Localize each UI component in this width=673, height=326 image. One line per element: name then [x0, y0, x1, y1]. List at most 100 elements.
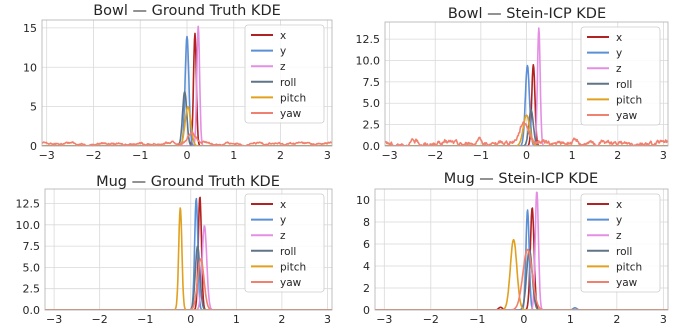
series-line-roll — [42, 90, 332, 146]
panel-title: Bowl — Ground Truth KDE — [93, 3, 281, 19]
y-tick-label: 2 — [363, 282, 370, 295]
y-tick-label: 8 — [363, 216, 370, 229]
series-line-pitch — [42, 105, 332, 146]
legend-box — [244, 193, 325, 293]
series-line-yaw — [42, 131, 332, 146]
x-tick-label: −1 — [132, 149, 148, 162]
legend-label-y: y — [616, 215, 622, 227]
x-tick-label: 3 — [324, 149, 331, 162]
y-tick-label: 12.5 — [356, 33, 381, 46]
x-tick-label: 2 — [278, 313, 285, 326]
x-tick-label: 0 — [184, 149, 191, 162]
plot-frame — [41, 19, 333, 147]
panel-1: −3 −2 −1 0 1 2 3 0 5 10 15 Bowl — Ground Truth KDE x… — [23, 3, 333, 162]
plot-frame — [374, 188, 669, 311]
x-tick-label: −1 — [137, 313, 153, 326]
series-line-roll — [385, 109, 668, 146]
y-tick-label: 10 — [356, 194, 370, 207]
x-tick-label: 2 — [613, 313, 620, 326]
x-tick-label: 3 — [660, 149, 667, 162]
x-tick-label: 0 — [523, 149, 530, 162]
series-line-pitch — [375, 238, 668, 310]
series-line-yaw — [375, 248, 668, 310]
x-tick-label: 0 — [520, 313, 527, 326]
series-line-pitch — [385, 114, 668, 146]
x-tick-label: 0 — [187, 313, 194, 326]
y-tick-label: 15 — [23, 22, 37, 35]
legend: xyz roll pitch yaw — [580, 26, 661, 126]
legend-label-x: x — [616, 199, 622, 211]
y-tick-label: 0 — [363, 304, 370, 317]
x-tick-label: 1 — [233, 313, 240, 326]
x-tick-label: −3 — [39, 149, 55, 162]
y-tick-label: 0 — [30, 140, 37, 153]
panel-3: −3 −2 −1 0 1 2 3 0.0 2.5 5.0 7.5 10.0 12.5 Mug — Grou… — [16, 174, 333, 326]
legend-label-z: z — [280, 61, 286, 73]
legend-box — [244, 24, 325, 124]
series-line-roll — [375, 248, 668, 310]
legend-label-roll: roll — [280, 246, 296, 258]
y-tick-label: 7.5 — [363, 76, 381, 89]
y-tick-label: 7.5 — [23, 240, 41, 253]
y-tick-label: 5 — [30, 101, 37, 114]
legend-box — [580, 26, 661, 126]
legend-label-yaw: yaw — [280, 277, 302, 289]
legend-label-x: x — [280, 199, 286, 211]
legend-label-pitch: pitch — [280, 92, 306, 104]
y-tick-label: 0.0 — [363, 140, 381, 153]
legend-label-roll: roll — [616, 246, 632, 258]
x-tick-label: 2 — [277, 149, 284, 162]
legend-label-y: y — [280, 46, 286, 58]
legend-label-pitch: pitch — [616, 94, 642, 106]
y-tick-label: 2.5 — [363, 119, 381, 132]
legend-label-z: z — [280, 230, 286, 242]
legend: xyz roll pitch yaw — [580, 193, 661, 293]
y-tick-label: 2.5 — [23, 283, 41, 296]
panel-title: Bowl — Stein-ICP KDE — [448, 6, 606, 22]
x-tick-label: 1 — [567, 313, 574, 326]
legend-label-pitch: pitch — [616, 261, 642, 273]
x-tick-label: 3 — [324, 313, 331, 326]
legend-label-z: z — [616, 230, 622, 242]
plot-frame — [384, 21, 669, 147]
legend-label-z: z — [616, 63, 622, 75]
series-lines — [385, 27, 668, 146]
x-tick-label: −2 — [423, 313, 439, 326]
plot-frame — [44, 188, 333, 311]
legend-label-x: x — [616, 32, 622, 44]
y-tick-label: 12.5 — [16, 197, 41, 210]
x-tick-label: −3 — [46, 313, 62, 326]
legend-label-yaw: yaw — [280, 108, 302, 120]
legend-label-yaw: yaw — [616, 277, 638, 289]
legend-label-roll: roll — [280, 77, 296, 89]
series-line-y — [42, 35, 332, 146]
x-tick-label: −3 — [376, 313, 392, 326]
legend: xyz roll pitch yaw — [244, 193, 325, 293]
panel-4: −3 −2 −1 0 1 2 3 0 2 4 6 8 10 Mug — Stein-ICP KDE xyzr… — [356, 171, 669, 326]
legend: xyz roll pitch yaw — [244, 24, 325, 124]
y-tick-label: 10.0 — [356, 54, 381, 67]
x-tick-label: −1 — [473, 149, 489, 162]
y-tick-label: 6 — [363, 238, 370, 251]
x-tick-label: 2 — [614, 149, 621, 162]
legend-label-y: y — [280, 215, 286, 227]
legend-label-roll: roll — [616, 79, 632, 91]
y-tick-label: 4 — [363, 260, 370, 273]
y-tick-label: 0.0 — [23, 304, 41, 317]
panel-2: −3 −2 −1 0 1 2 3 0.0 2.5 5.0 7.5 10.0 12.5 Bowl — Ste… — [356, 6, 669, 162]
legend-box — [580, 193, 661, 293]
x-tick-label: −1 — [469, 313, 485, 326]
series-line-yaw — [385, 121, 668, 146]
series-line-y — [385, 64, 668, 146]
x-tick-label: 1 — [569, 149, 576, 162]
legend-label-pitch: pitch — [280, 261, 306, 273]
y-tick-label: 5.0 — [363, 97, 381, 110]
x-tick-label: −2 — [427, 149, 443, 162]
legend-label-x: x — [280, 30, 286, 42]
x-tick-label: −2 — [92, 313, 108, 326]
legend-label-y: y — [616, 48, 622, 60]
x-tick-label: 3 — [660, 313, 667, 326]
panel-title: Mug — Stein-ICP KDE — [444, 171, 598, 187]
y-tick-label: 10.0 — [16, 219, 41, 232]
